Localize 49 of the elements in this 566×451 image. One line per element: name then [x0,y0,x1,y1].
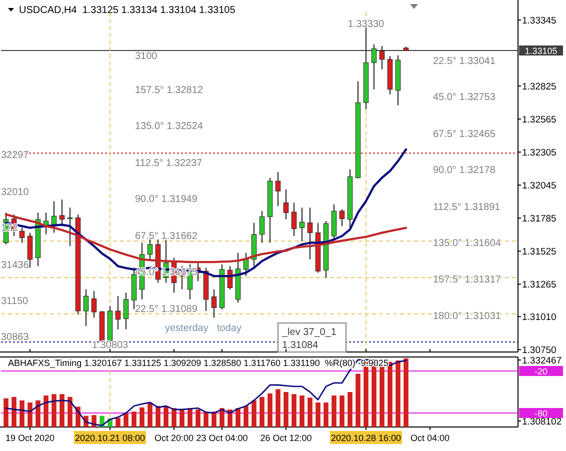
annotation: 22.5° 1.31089 [135,304,198,315]
y-tick-label: 1.31265 [522,280,556,291]
x-tick-label: Oct 04:00 [410,433,450,443]
annotation: _lev 37_0_1 [281,327,337,338]
x-tick-label: 2020.10.28 16:00 [330,433,402,443]
annotation: 112.5° 1.31891 [433,202,501,213]
chart-title: USDCAD,H4 1.33125 1.33134 1.33104 1.33105 [19,5,236,16]
y2-tick-label: 1.308102 [522,416,562,428]
x-tick-label: 2020.10.21 08:00 [74,433,146,443]
annotation: 157.5° 1.31317 [433,274,502,286]
x-tick-label: 23 Oct 04:00 [196,433,248,443]
annotation: 112.5° 1.32237 [135,158,203,169]
y-tick-label: 1.33345 [522,16,556,26]
annotation: 135.0° 1.31604 [433,238,502,250]
y-tick-label: 1.32565 [522,114,556,126]
annotation: 90.0° 1.31949 [135,194,198,205]
y-tick-label: 1.32045 [522,180,556,192]
annotation: 1.30803 [92,340,129,351]
x-tick-label: 26 Oct 12:00 [260,433,312,443]
annotation: 172 [1,223,18,234]
ref-line-label: 1.33105 [524,46,558,56]
annotation: 3100 [135,51,158,62]
annotation: 1.31084 [282,340,319,351]
annotation: 45.0° 1.32753 [433,92,496,103]
annotation: 30863 [1,332,30,343]
y-tick-label: -20 [534,366,548,376]
annotation: 157.5° 1.32812 [135,85,204,96]
y2-tick-label: 1.332467 [522,356,562,366]
annotation: 67.5° 1.32465 [433,129,496,140]
x-tick-label: Oct 20:00 [154,433,194,443]
annotation: 90.0° 1.32178 [433,165,496,176]
y-tick-label: 1.32305 [522,148,556,159]
x-tick-label: 19 Oct 2020 [5,433,55,443]
annotation: today [217,323,242,334]
y-tick-label: 1.30750 [522,345,556,356]
y-tick-label: 1.32825 [522,82,556,93]
annotation: yesterday [165,323,208,334]
y-tick-label: 1.31785 [522,214,556,225]
annotation: 31150 [1,296,29,307]
y-tick-label: 1.31525 [522,246,556,258]
annotation: 32297 [1,150,30,161]
y-tick-label: 1.31010 [522,312,556,324]
chart-title: ABHAFXS_Timing 1.320167 1.331125 1.309209 1.328580 1.311760 1.331190 %R(80) -9.9025 [8,358,388,368]
annotation: 31436 [1,260,30,271]
y-tick-label: -80 [534,408,548,418]
annotation: 22.5° 1.33041 [433,56,496,67]
annotation: 135.0° 1.32524 [135,121,204,132]
annotation: 32010 [1,187,30,198]
annotation: 180.0° 1.31031 [433,310,502,322]
